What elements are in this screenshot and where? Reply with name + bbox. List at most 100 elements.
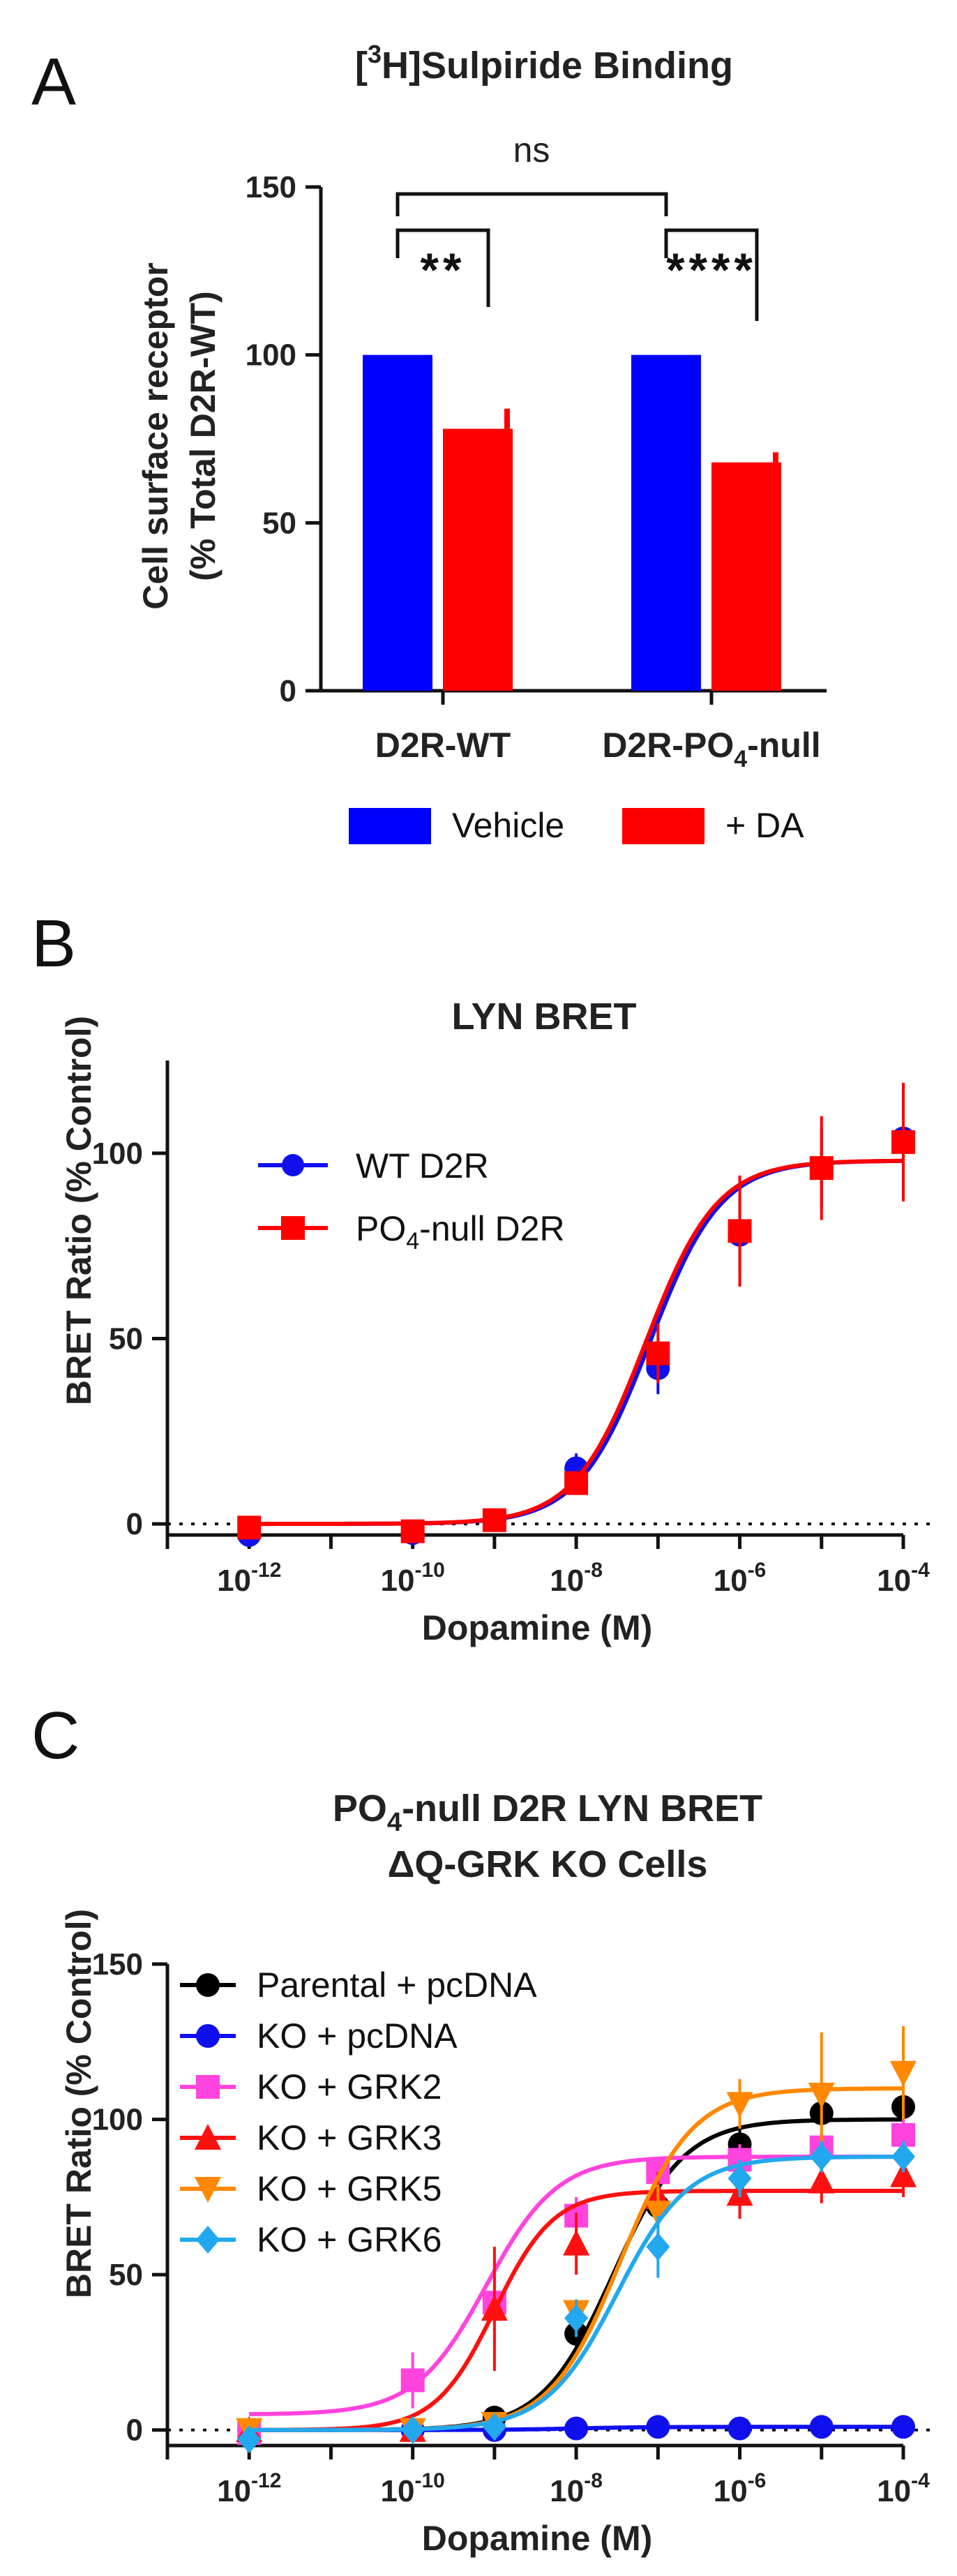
x-tick-exp: -8: [584, 1559, 603, 1582]
data-point: [809, 1156, 834, 1181]
legend-swatch-vehicle: [349, 808, 431, 844]
x-tick-base: 10: [217, 2474, 251, 2508]
fit-curve-5: [249, 2155, 903, 2432]
x-tick-base: 10: [550, 1564, 584, 1598]
data-point: [237, 2425, 262, 2454]
x-tick-exp: -12: [251, 1559, 281, 1582]
y-tick-label: 150: [246, 170, 296, 204]
panel-b-letter: B: [31, 906, 76, 981]
x-tick-exp: -12: [251, 2469, 281, 2492]
data-point: [891, 2143, 915, 2171]
fit-curve-0: [249, 2117, 903, 2432]
panel-c-title-sub: 4: [387, 1808, 402, 1837]
panel-a-category-null: D2R-PO4-null: [602, 726, 820, 772]
x-tick-base: 10: [714, 1564, 748, 1598]
data-point: [482, 2413, 506, 2441]
data-point: [645, 2201, 672, 2227]
legend-marker: [195, 2124, 221, 2150]
x-tick-base: 10: [877, 2474, 911, 2508]
legend-marker-null: [281, 1216, 305, 1240]
data-point: [890, 2161, 917, 2187]
panel-c-ylabel: BRET Ratio (% Control): [59, 1909, 98, 2298]
legend-null-post: -null D2R: [419, 1209, 564, 1248]
x-tick-exp: -6: [748, 2469, 767, 2492]
y-tick-label: 50: [109, 1321, 143, 1356]
data-point: [646, 2233, 670, 2261]
x-tick-base: 10: [381, 2474, 415, 2508]
data-point: [809, 2415, 834, 2439]
panel-c-title-post: -null D2R LYN BRET: [402, 1788, 762, 1829]
data-point: [237, 1515, 262, 1540]
data-point: [726, 2092, 753, 2118]
legend-marker: [196, 2075, 220, 2099]
y-tick-label: 100: [92, 1137, 143, 1171]
bar-da: [711, 462, 781, 691]
data-point: [728, 2416, 752, 2441]
data-point: [564, 2416, 589, 2441]
panel-b: B LYN BRET BRET Ratio (% Control) Dopami…: [31, 906, 931, 1647]
data-point: [400, 2416, 425, 2444]
panel-c-letter: C: [31, 1698, 80, 1773]
x-tick-base: 10: [550, 2474, 584, 2508]
panel-a-letter: A: [31, 45, 76, 119]
x-tick-label: 10-8: [550, 1559, 603, 1598]
legend-label: KO + GRK3: [257, 2118, 442, 2157]
x-tick-label: 10-6: [714, 1559, 767, 1598]
legend-label-vehicle: Vehicle: [452, 806, 564, 845]
panel-a-plot: 0 50 100 150: [246, 170, 827, 708]
sig-label-null: ****: [666, 244, 757, 297]
legend-marker-wt: [282, 1154, 304, 1176]
legend-null-pre: PO: [356, 1209, 406, 1248]
panel-a-ylabel-line2: (% Total D2R-WT): [183, 291, 223, 581]
panel-a-category-wt: D2R-WT: [375, 726, 511, 765]
legend-null-sub: 4: [406, 1228, 419, 1255]
legend-label: Parental + pcDNA: [257, 1965, 537, 2005]
data-point: [646, 2415, 670, 2439]
x-tick-label: 10-6: [714, 2469, 767, 2508]
panel-b-xlabel: Dopamine (M): [422, 1608, 653, 1647]
panel-b-legend: WT D2R PO4-null D2R: [258, 1146, 565, 1255]
data-point: [563, 2229, 590, 2256]
panel-b-ylabel: BRET Ratio (% Control): [59, 1016, 98, 1405]
sig-label-wt: **: [421, 244, 466, 297]
category-null-sub: 4: [734, 746, 747, 772]
x-tick-base: 10: [714, 2474, 748, 2508]
panel-c: C PO4-null D2R LYN BRET ΔQ-GRK KO Cells …: [31, 1698, 931, 2558]
x-tick-exp: -4: [911, 2469, 930, 2492]
legend-marker: [196, 2024, 220, 2048]
panel-c-legend: Parental + pcDNA KO + pcDNA KO + GRK2 KO + …: [180, 1965, 537, 2259]
sig-bracket-null: [664, 228, 759, 321]
panel-a-title-sup: 3: [368, 40, 382, 68]
legend-marker: [196, 2226, 220, 2254]
panel-a-title: [3H]Sulpiride Binding: [355, 40, 733, 87]
bar-da: [443, 428, 513, 691]
legend-label-da: + DA: [725, 806, 804, 845]
x-tick-label: 10-8: [550, 2469, 603, 2508]
x-tick-base: 10: [877, 1564, 911, 1598]
data-point: [890, 2060, 917, 2087]
data-point: [891, 1130, 915, 1154]
legend-swatch-da: [622, 808, 704, 844]
legend-label: KO + GRK6: [257, 2220, 442, 2259]
category-wt-main: D2R-WT: [375, 726, 511, 765]
y-tick-label: 0: [126, 2413, 143, 2448]
x-tick-exp: -10: [414, 2469, 444, 2492]
x-tick-label: 10-4: [877, 1559, 930, 1598]
y-tick-label: 100: [92, 2103, 143, 2137]
panel-b-title: LYN BRET: [451, 996, 636, 1038]
x-tick-base: 10: [217, 1564, 251, 1598]
y-tick-label: 0: [126, 1507, 143, 1541]
x-tick-label: 10-12: [217, 2469, 281, 2508]
y-tick-label: 50: [262, 506, 296, 540]
data-point: [481, 2295, 508, 2321]
panel-a-legend: Vehicle + DA: [349, 806, 804, 845]
x-tick-label: 10-4: [877, 2469, 930, 2508]
sig-label-between: ns: [513, 130, 550, 170]
data-point: [646, 1341, 670, 1365]
sig-bracket-between: [395, 192, 668, 216]
data-point: [808, 2082, 835, 2109]
data-point: [400, 2368, 425, 2392]
